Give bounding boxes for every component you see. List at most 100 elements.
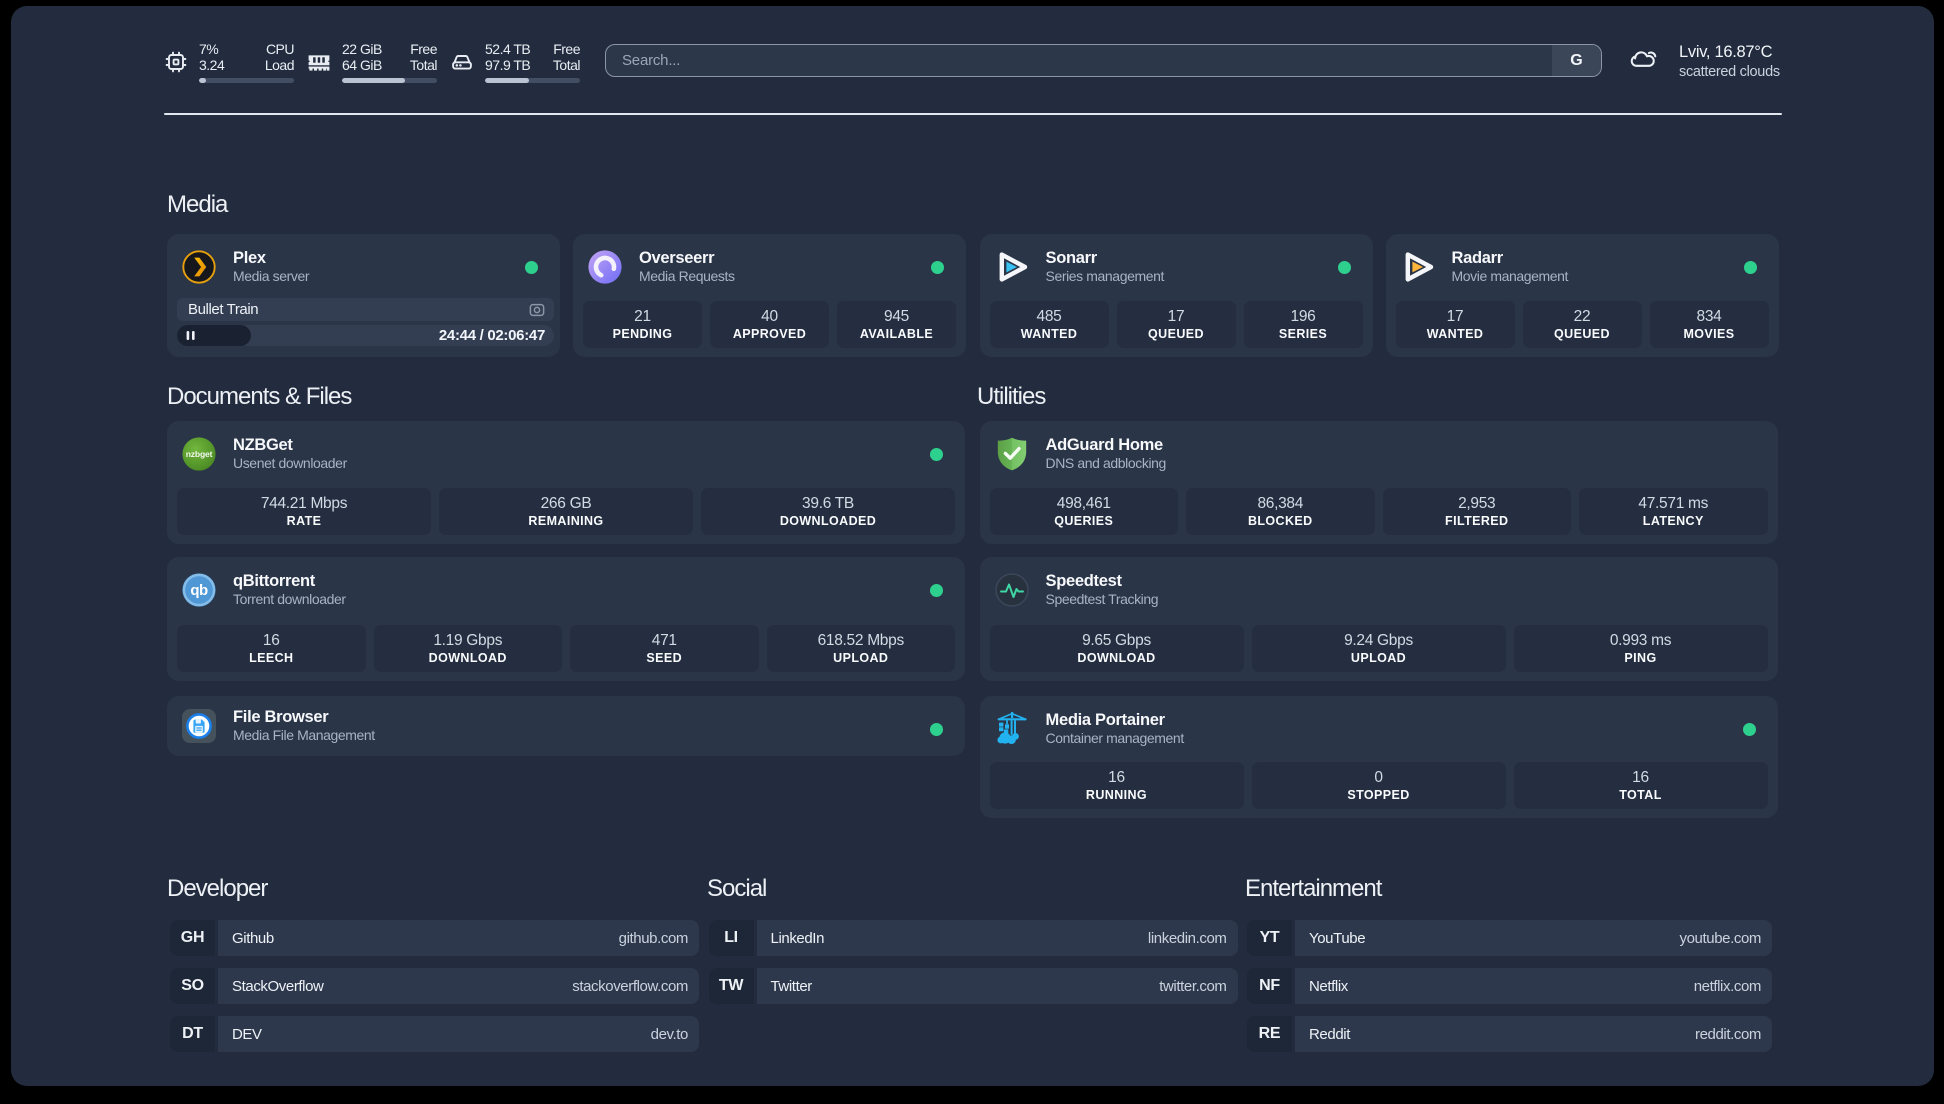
service-subtitle: Container management (1045, 730, 1185, 746)
stat-value: 17 (1446, 308, 1464, 325)
stat-tile: 40 APPROVED (710, 301, 829, 348)
service-title: Speedtest (1045, 572, 1122, 590)
stat-label: LEECH (249, 651, 294, 665)
memory-free-label: Free (410, 41, 437, 57)
service-subtitle: Speedtest Tracking (1045, 591, 1159, 607)
stat-label: REMAINING (528, 514, 604, 528)
stat-value: 744.21 Mbps (260, 495, 348, 512)
bookmark-linkedin[interactable]: LI LinkedIn linkedin.com (708, 920, 1238, 956)
stat-label: FILTERED (1445, 514, 1509, 528)
weather-location: Lviv, 16.87°C (1679, 43, 1773, 61)
stat-tile: 17 WANTED (1395, 301, 1515, 348)
dashboard-screen: 7% CPU 3.24 Load (11, 6, 1934, 1086)
status-dot (1742, 723, 1756, 736)
bookmark-url: linkedin.com (1147, 929, 1227, 947)
cpu-load-value: 3.24 (199, 57, 225, 74)
service-title: NZBGet (233, 436, 293, 454)
bookmark-name: Twitter (770, 977, 813, 995)
service-card-radarr[interactable]: Radarr Movie management 17 WANTED 22 QUE… (1385, 234, 1779, 357)
stat-label: QUEUED (1148, 327, 1204, 341)
stat-label: TOTAL (1619, 788, 1662, 802)
stat-label: DOWNLOAD (428, 651, 507, 665)
stat-value: 86,384 (1257, 495, 1304, 512)
service-card-nzbget[interactable]: nzbget NZBGet Usenet downloader 744.21 M… (167, 421, 965, 544)
bookmark-abbr: GH (170, 920, 215, 956)
bookmark-name: StackOverflow (232, 977, 324, 995)
bookmark-name: DEV (232, 1025, 262, 1043)
stat-label: QUEUED (1554, 327, 1610, 341)
section-title-social: Social (707, 875, 767, 902)
stat-value: 0 (1374, 769, 1383, 786)
stat-tile: 21 PENDING (583, 301, 702, 348)
stat-label: MOVIES (1683, 327, 1735, 341)
now-playing-title: Bullet Train (188, 301, 259, 318)
service-subtitle: DNS and adblocking (1045, 455, 1167, 471)
service-card-portainer[interactable]: Media Portainer Container management 16 … (979, 696, 1778, 818)
search-input[interactable] (606, 45, 1552, 76)
disk-progress-bar (485, 78, 580, 84)
bookmark-netflix[interactable]: NF Netflix netflix.com (1247, 968, 1772, 1004)
stat-tile: 485 WANTED (989, 301, 1109, 348)
stat-tile: 16 RUNNING (989, 762, 1244, 809)
stat-tile: 498,461 QUERIES (989, 488, 1178, 535)
filebrowser-icon (182, 709, 216, 743)
stat-label: RATE (286, 514, 322, 528)
bookmark-github[interactable]: GH Github github.com (170, 920, 699, 956)
bookmark-name: Github (232, 929, 274, 947)
service-subtitle: Usenet downloader (233, 455, 347, 471)
bookmark-youtube[interactable]: YT YouTube youtube.com (1247, 920, 1772, 956)
bookmark-twitter[interactable]: TW Twitter twitter.com (708, 968, 1238, 1004)
stat-tile: 266 GB REMAINING (439, 488, 693, 535)
stat-value: 17 (1167, 308, 1185, 325)
playback-progress-fill (177, 325, 251, 346)
stat-label: DOWNLOADED (779, 514, 877, 528)
stat-label: RUNNING (1085, 788, 1148, 802)
bookmark-url: dev.to (650, 1025, 689, 1043)
stat-tile: 471 SEED (570, 625, 759, 672)
bookmark-abbr: DT (170, 1016, 215, 1052)
stat-value: 485 (1036, 308, 1062, 325)
stat-value: 2,953 (1458, 495, 1496, 512)
stat-value: 618.52 Mbps (817, 632, 905, 649)
service-card-overseerr[interactable]: Overseerr Media Requests 21 PENDING 40 A… (573, 234, 966, 357)
stat-label: WANTED (1020, 327, 1078, 341)
disk-free-value: 52.4 TB (485, 41, 531, 57)
service-card-filebrowser[interactable]: File Browser Media File Management (167, 696, 965, 756)
stat-label: BLOCKED (1247, 514, 1313, 528)
stat-value: 498,461 (1056, 495, 1111, 512)
playback-progress-bar[interactable]: 24:44 / 02:06:47 (177, 325, 554, 346)
stat-value: 16 (1108, 769, 1125, 786)
bookmark-name: YouTube (1309, 929, 1366, 947)
stat-label: APPROVED (732, 327, 807, 341)
section-title-utilities: Utilities (977, 383, 1046, 410)
section-title-documents: Documents & Files (167, 383, 352, 410)
stat-value: 945 (884, 308, 909, 325)
stat-tile: 834 MOVIES (1649, 301, 1769, 348)
cpu-load-label: Load (264, 57, 295, 74)
now-playing-row: Bullet Train (177, 298, 554, 321)
service-card-qbittorrent[interactable]: qb qBittorrent Torrent downloader 16 LEE… (167, 557, 965, 681)
qbittorrent-icon: qb (182, 573, 216, 607)
cloud-icon (1630, 51, 1657, 67)
stat-value: 196 (1290, 308, 1316, 325)
bookmark-stackoverflow[interactable]: SO StackOverflow stackoverflow.com (170, 968, 699, 1004)
bookmark-url: stackoverflow.com (572, 977, 688, 995)
disk-free-label: Free (553, 41, 580, 57)
service-card-plex[interactable]: Plex Media server Bullet Train 24:44 / 0… (167, 234, 560, 357)
search-provider-button[interactable]: G (1552, 45, 1601, 76)
stat-label: UPLOAD (1350, 651, 1407, 665)
bookmark-reddit[interactable]: RE Reddit reddit.com (1247, 1016, 1772, 1052)
weather-widget[interactable]: Lviv, 16.87°C scattered clouds (1627, 43, 1780, 82)
stat-value: 0.993 ms (1609, 632, 1672, 649)
stat-tile: 39.6 TB DOWNLOADED (701, 488, 955, 535)
stat-label: SEED (646, 651, 683, 665)
pause-icon[interactable] (186, 331, 196, 340)
stat-label: WANTED (1426, 327, 1484, 341)
service-card-adguard[interactable]: AdGuard Home DNS and adblocking 498,461 … (979, 421, 1778, 544)
bookmark-abbr: RE (1247, 1016, 1292, 1052)
service-card-speedtest[interactable]: Speedtest Speedtest Tracking 9.65 Gbps D… (979, 557, 1778, 681)
bookmark-dev[interactable]: DT DEV dev.to (170, 1016, 699, 1052)
stat-label: AVAILABLE (859, 327, 934, 341)
service-subtitle: Series management (1045, 268, 1165, 284)
service-card-sonarr[interactable]: Sonarr Series management 485 WANTED 17 Q… (979, 234, 1373, 357)
